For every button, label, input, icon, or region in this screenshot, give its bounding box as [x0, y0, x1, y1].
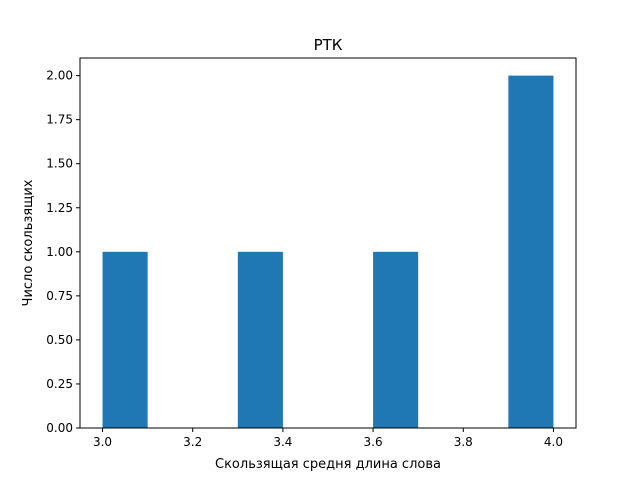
- y-axis-label: Число скользящих: [21, 179, 36, 306]
- x-tick-label: 3.2: [183, 435, 202, 449]
- y-tick-label: 0.75: [46, 289, 73, 303]
- y-tick-label: 2.00: [46, 69, 73, 83]
- histogram-bar: [373, 251, 419, 428]
- y-tick-label: 1.00: [46, 245, 73, 259]
- y-axis-ticks: 0.00 0.25 0.50 0.75 1.00 1.25 1.50 1.75 2.00: [46, 69, 80, 435]
- x-tick-label: 3.6: [364, 435, 383, 449]
- x-tick-label: 3.0: [93, 435, 112, 449]
- x-tick-label: 3.8: [454, 435, 473, 449]
- histogram-bar: [508, 75, 554, 428]
- histogram-bar: [237, 251, 283, 428]
- plot-frame: [79, 57, 577, 429]
- y-tick-label: 1.50: [46, 157, 73, 171]
- bars-group: [102, 75, 554, 428]
- y-tick-label: 1.25: [46, 201, 73, 215]
- y-tick-label: 0.00: [46, 421, 73, 435]
- y-tick-label: 0.25: [46, 377, 73, 391]
- y-tick-label: 0.50: [46, 333, 73, 347]
- x-axis-ticks: 3.0 3.2 3.4 3.6 3.8 4.0: [93, 428, 563, 449]
- x-tick-label: 4.0: [544, 435, 563, 449]
- y-tick-label: 1.75: [46, 113, 73, 127]
- x-axis-label: Скользящая средня длина слова: [215, 457, 441, 472]
- x-tick-label: 3.4: [273, 435, 292, 449]
- chart-title: РТК: [314, 36, 343, 54]
- histogram-bar: [102, 251, 148, 428]
